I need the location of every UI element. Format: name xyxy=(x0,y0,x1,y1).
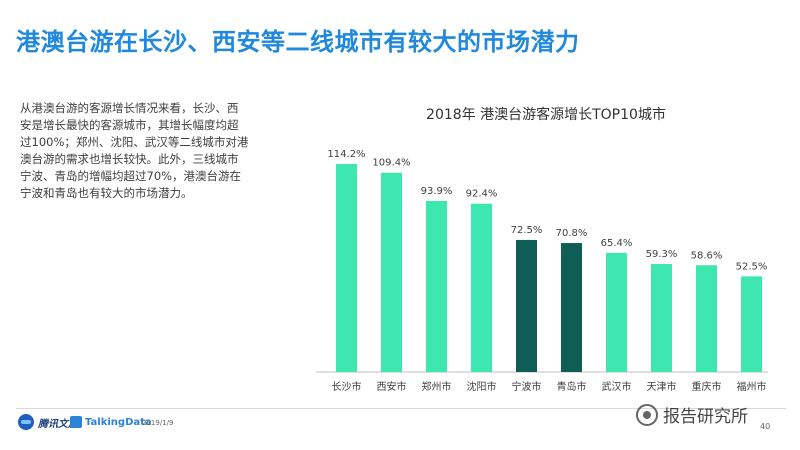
data-label-5: 70.8% xyxy=(556,228,588,239)
category-label-8: 重庆市 xyxy=(692,380,722,393)
data-label-3: 92.4% xyxy=(466,189,498,200)
bar-0 xyxy=(336,164,357,372)
tencent-logo-text: 腾讯文旅 xyxy=(38,418,78,430)
watermark: 报告研究所 xyxy=(636,402,748,427)
category-label-5: 青岛市 xyxy=(557,380,587,393)
tencent-logo: 腾讯文旅 xyxy=(18,414,78,430)
data-label-9: 52.5% xyxy=(736,261,768,272)
data-label-2: 93.9% xyxy=(421,186,453,197)
page-title: 港澳台游在长沙、西安等二线城市有较大的市场潜力 xyxy=(16,28,580,56)
category-label-4: 宁波市 xyxy=(512,380,542,393)
category-label-6: 武汉市 xyxy=(602,380,632,393)
bar-3 xyxy=(471,203,492,372)
chart-title: 2018年 港澳台游客源增长TOP10城市 xyxy=(426,107,666,123)
talkingdata-logo: TalkingData xyxy=(70,416,152,428)
bar-2 xyxy=(426,200,447,372)
tencent-logo-icon xyxy=(18,414,34,430)
bar-9 xyxy=(741,276,762,372)
data-label-6: 65.4% xyxy=(601,238,633,249)
intro-paragraph: 从港澳台游的客源增长情况来看，长沙、西 安是增长最快的客源城市，其增长幅度均超 … xyxy=(20,101,249,200)
footer-date: 2019/1/9 xyxy=(142,419,174,427)
data-label-7: 59.3% xyxy=(646,249,678,260)
talkingdata-logo-icon xyxy=(70,416,82,428)
wechat-icon xyxy=(636,403,658,426)
data-label-1: 109.4% xyxy=(372,158,410,169)
watermark-text: 报告研究所 xyxy=(663,407,748,427)
category-label-0: 长沙市 xyxy=(332,380,362,393)
bar-5 xyxy=(561,243,582,372)
category-label-3: 沈阳市 xyxy=(467,380,497,393)
data-label-4: 72.5% xyxy=(511,225,543,236)
talkingdata-logo-text: TalkingData xyxy=(85,416,152,428)
bar-8 xyxy=(696,265,717,372)
bar-7 xyxy=(651,263,672,372)
bar-chart: 114.2% 长沙市 109.4% 西安市 93.9% 郑州市 92.4% 沈阳市 72.5% 宁… xyxy=(316,149,768,393)
data-label-0: 114.2% xyxy=(327,149,365,160)
bar-1 xyxy=(381,172,402,372)
page-number: 40 xyxy=(760,422,771,431)
bar-4 xyxy=(516,239,537,372)
category-label-7: 天津市 xyxy=(647,380,677,393)
footer-divider xyxy=(16,408,786,409)
data-label-8: 58.6% xyxy=(691,250,723,261)
category-label-9: 福州市 xyxy=(737,380,767,393)
bar-6 xyxy=(606,252,627,372)
category-label-2: 郑州市 xyxy=(422,380,452,393)
category-label-1: 西安市 xyxy=(377,380,407,393)
